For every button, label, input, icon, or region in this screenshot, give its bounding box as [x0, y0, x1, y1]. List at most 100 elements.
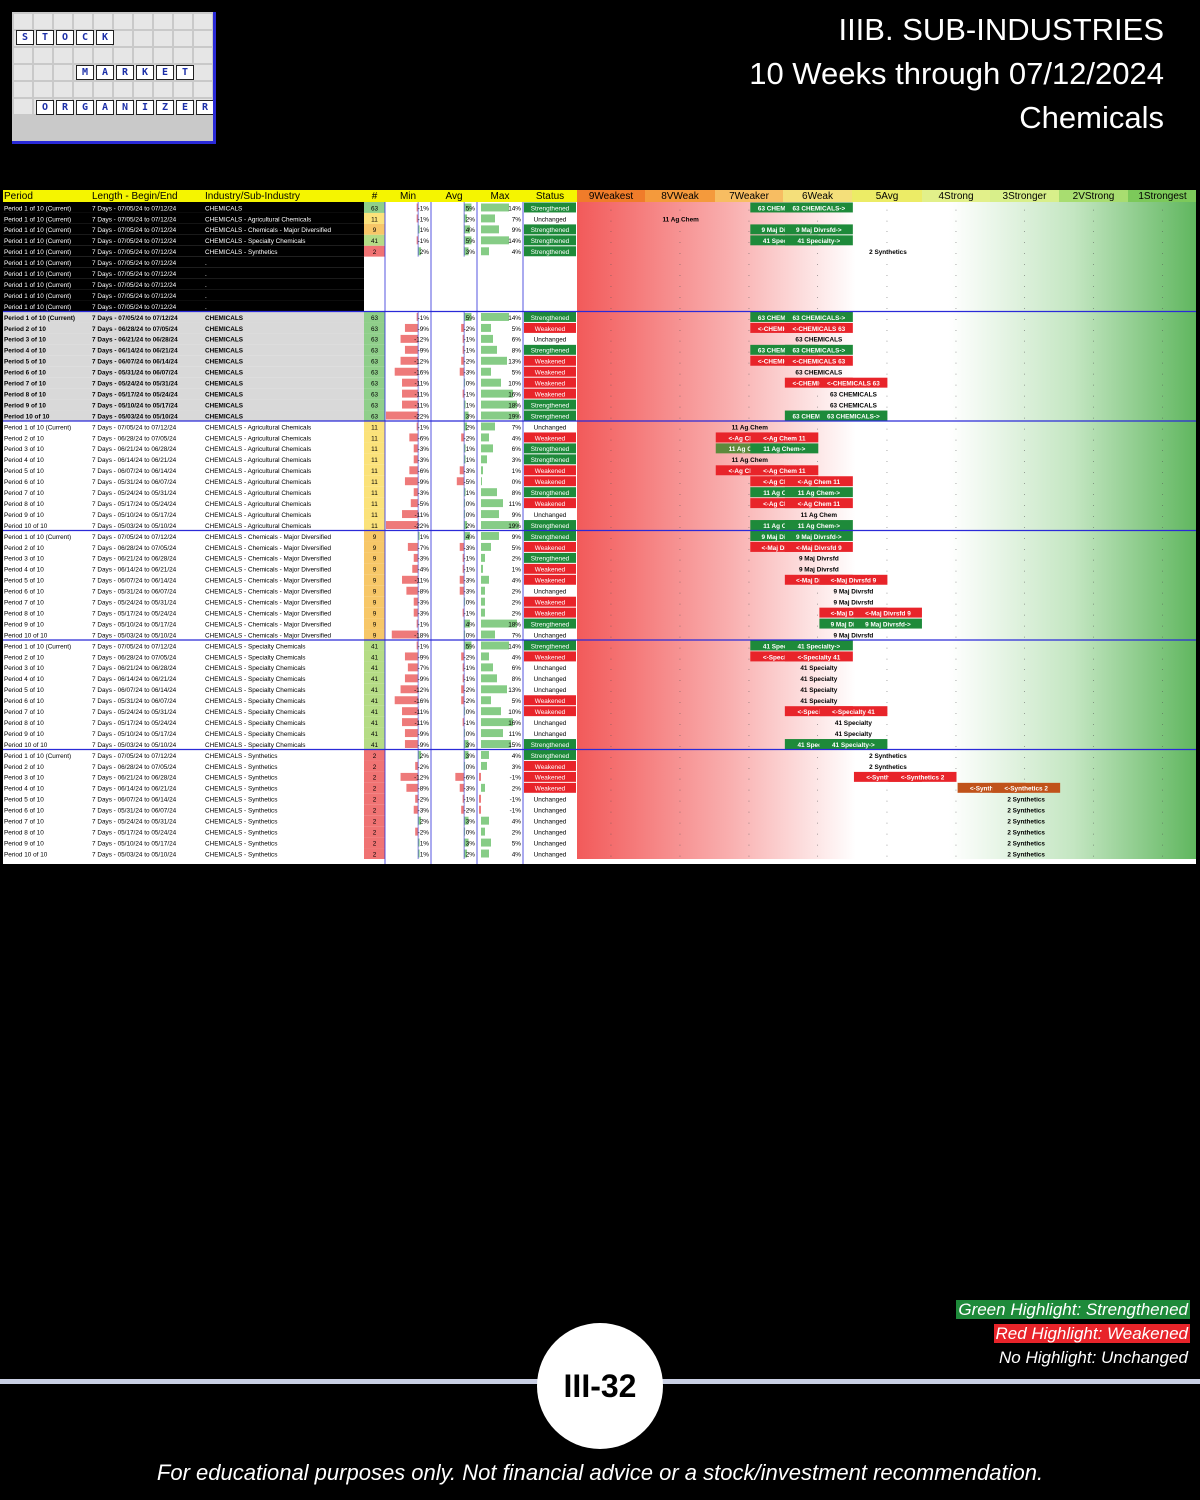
rank-placeholder-dot: .	[610, 315, 612, 322]
metric-cell	[431, 771, 477, 783]
rank-label: 41 Specialty	[800, 665, 837, 672]
rank-label: <-Ag Chem 11	[798, 479, 841, 486]
row-metric: 7%	[512, 216, 522, 223]
row-metric: -1%	[418, 216, 430, 223]
row-length: 7 Days - 05/31/24 to 06/07/24	[92, 698, 177, 705]
rank-highlight	[750, 640, 819, 651]
row-metric: -12%	[414, 359, 429, 366]
row-period: Period 5 of 10	[4, 359, 46, 366]
rank-placeholder-dot: .	[748, 293, 750, 300]
metric-data-bar	[459, 575, 465, 584]
rank-placeholder-dot: .	[886, 402, 888, 409]
row-count: 2	[373, 764, 377, 771]
row-length: 7 Days - 06/21/24 to 06/28/24	[92, 446, 177, 453]
logo-letter-tile: N	[116, 100, 134, 115]
rank-placeholder-dot: .	[748, 556, 750, 563]
rank-label: <-CHEMICALS 63	[758, 326, 811, 333]
row-industry: CHEMICALS - Specialty Chemicals	[205, 698, 306, 705]
metric-data-bar	[409, 466, 419, 475]
rank-placeholder-dot: .	[886, 665, 888, 672]
metric-data-bar	[416, 641, 419, 650]
metric-cell	[431, 508, 477, 520]
row-length: 7 Days - 06/07/24 to 06/14/24	[92, 687, 177, 694]
rank-placeholder-dot: .	[1162, 227, 1164, 234]
row-metric: 1%	[466, 402, 476, 409]
rank-placeholder-dot: .	[1024, 348, 1026, 355]
rank-placeholder-dot: .	[955, 282, 957, 289]
rank-placeholder-dot: .	[1162, 829, 1164, 836]
rank-label: 9 Maj Divrsfd->	[761, 227, 807, 234]
count-cell	[364, 366, 385, 378]
row-period: Period 6 of 10	[4, 479, 44, 486]
row-length: 7 Days - 06/28/24 to 07/05/24	[92, 545, 177, 552]
row-length: 7 Days - 05/17/24 to 05/24/24	[92, 720, 177, 727]
metric-data-bar	[406, 586, 419, 595]
row-count: 9	[373, 589, 377, 596]
count-cell	[364, 563, 385, 575]
row-count: 11	[371, 490, 378, 497]
rank-placeholder-dot: .	[679, 457, 681, 464]
rank-placeholder-dot: .	[817, 687, 819, 694]
metric-cell	[385, 497, 431, 509]
rank-placeholder-dot: .	[1024, 709, 1026, 716]
rank-placeholder-dot: .	[610, 402, 612, 409]
row-industry: CHEMICALS - Synthetics	[205, 840, 277, 847]
count-cell	[364, 672, 385, 684]
row-length: 7 Days - 05/31/24 to 06/07/24	[92, 370, 178, 377]
rank-placeholder-dot: .	[1162, 216, 1164, 223]
rank-placeholder-dot: .	[886, 260, 888, 267]
rank-placeholder-dot: .	[679, 260, 681, 267]
metric-cell	[477, 453, 523, 465]
rank-placeholder-dot: .	[955, 698, 957, 705]
metric-data-bar	[481, 214, 495, 223]
row-period: Period 1 of 10 (Current)	[4, 315, 75, 322]
status-badge	[524, 552, 576, 563]
table-grid: Period Length - Begin/End Industry/Sub-Ind…	[2, 189, 1197, 865]
rank-placeholder-dot: .	[1162, 786, 1164, 793]
row-background	[2, 289, 364, 301]
rank-placeholder-dot: .	[748, 216, 750, 223]
rank-highlight	[853, 618, 922, 629]
rank-placeholder-dot: .	[610, 216, 612, 223]
rank-placeholder-dot: .	[955, 391, 957, 398]
rank-placeholder-dot: .	[817, 600, 819, 607]
rank-placeholder-dot: .	[955, 326, 957, 333]
row-metric: -1%	[464, 556, 476, 563]
logo-background-tile	[174, 82, 192, 97]
rank-placeholder-dot: .	[817, 731, 819, 738]
row-status: Unchanged	[534, 851, 567, 858]
rank-placeholder-dot: .	[955, 370, 957, 377]
count-cell	[364, 388, 385, 400]
rank-placeholder-dot: .	[1162, 753, 1164, 760]
metric-cell	[385, 793, 431, 805]
row-metric: 5%	[512, 840, 522, 847]
row-metric: 5%	[466, 643, 476, 650]
rank-placeholder-dot: .	[955, 829, 957, 836]
rank-placeholder-dot: .	[1162, 621, 1164, 628]
row-industry: CHEMICALS	[205, 381, 244, 388]
rank-placeholder-dot: .	[610, 819, 612, 826]
metric-data-bar	[464, 827, 466, 836]
rank-placeholder-dot: .	[1162, 348, 1164, 355]
rank-placeholder-dot: .	[610, 227, 612, 234]
rank-placeholder-dot: .	[1093, 600, 1095, 607]
rank-label: 11 Ag Chem->	[763, 490, 805, 497]
row-count: 2	[373, 840, 377, 847]
status-badge	[524, 509, 576, 520]
row-metric: -9%	[418, 348, 430, 355]
column-header-label: Length - Begin/End	[92, 191, 178, 202]
rank-placeholder-dot: .	[1024, 238, 1026, 245]
rank-placeholder-dot: .	[1024, 797, 1026, 804]
rank-placeholder-dot: .	[1024, 326, 1026, 333]
row-period: Period 6 of 10	[4, 370, 46, 377]
rank-placeholder-dot: .	[1162, 610, 1164, 617]
metric-data-bar	[416, 236, 419, 245]
row-background	[2, 530, 364, 542]
rank-placeholder-dot: .	[955, 413, 957, 420]
rank-placeholder-dot: .	[955, 578, 957, 585]
metric-cell	[431, 552, 477, 564]
rank-placeholder-dot: .	[748, 578, 750, 585]
rank-placeholder-dot: .	[955, 819, 957, 826]
row-metric: 7%	[512, 424, 522, 431]
rank-placeholder-dot: .	[1024, 391, 1026, 398]
